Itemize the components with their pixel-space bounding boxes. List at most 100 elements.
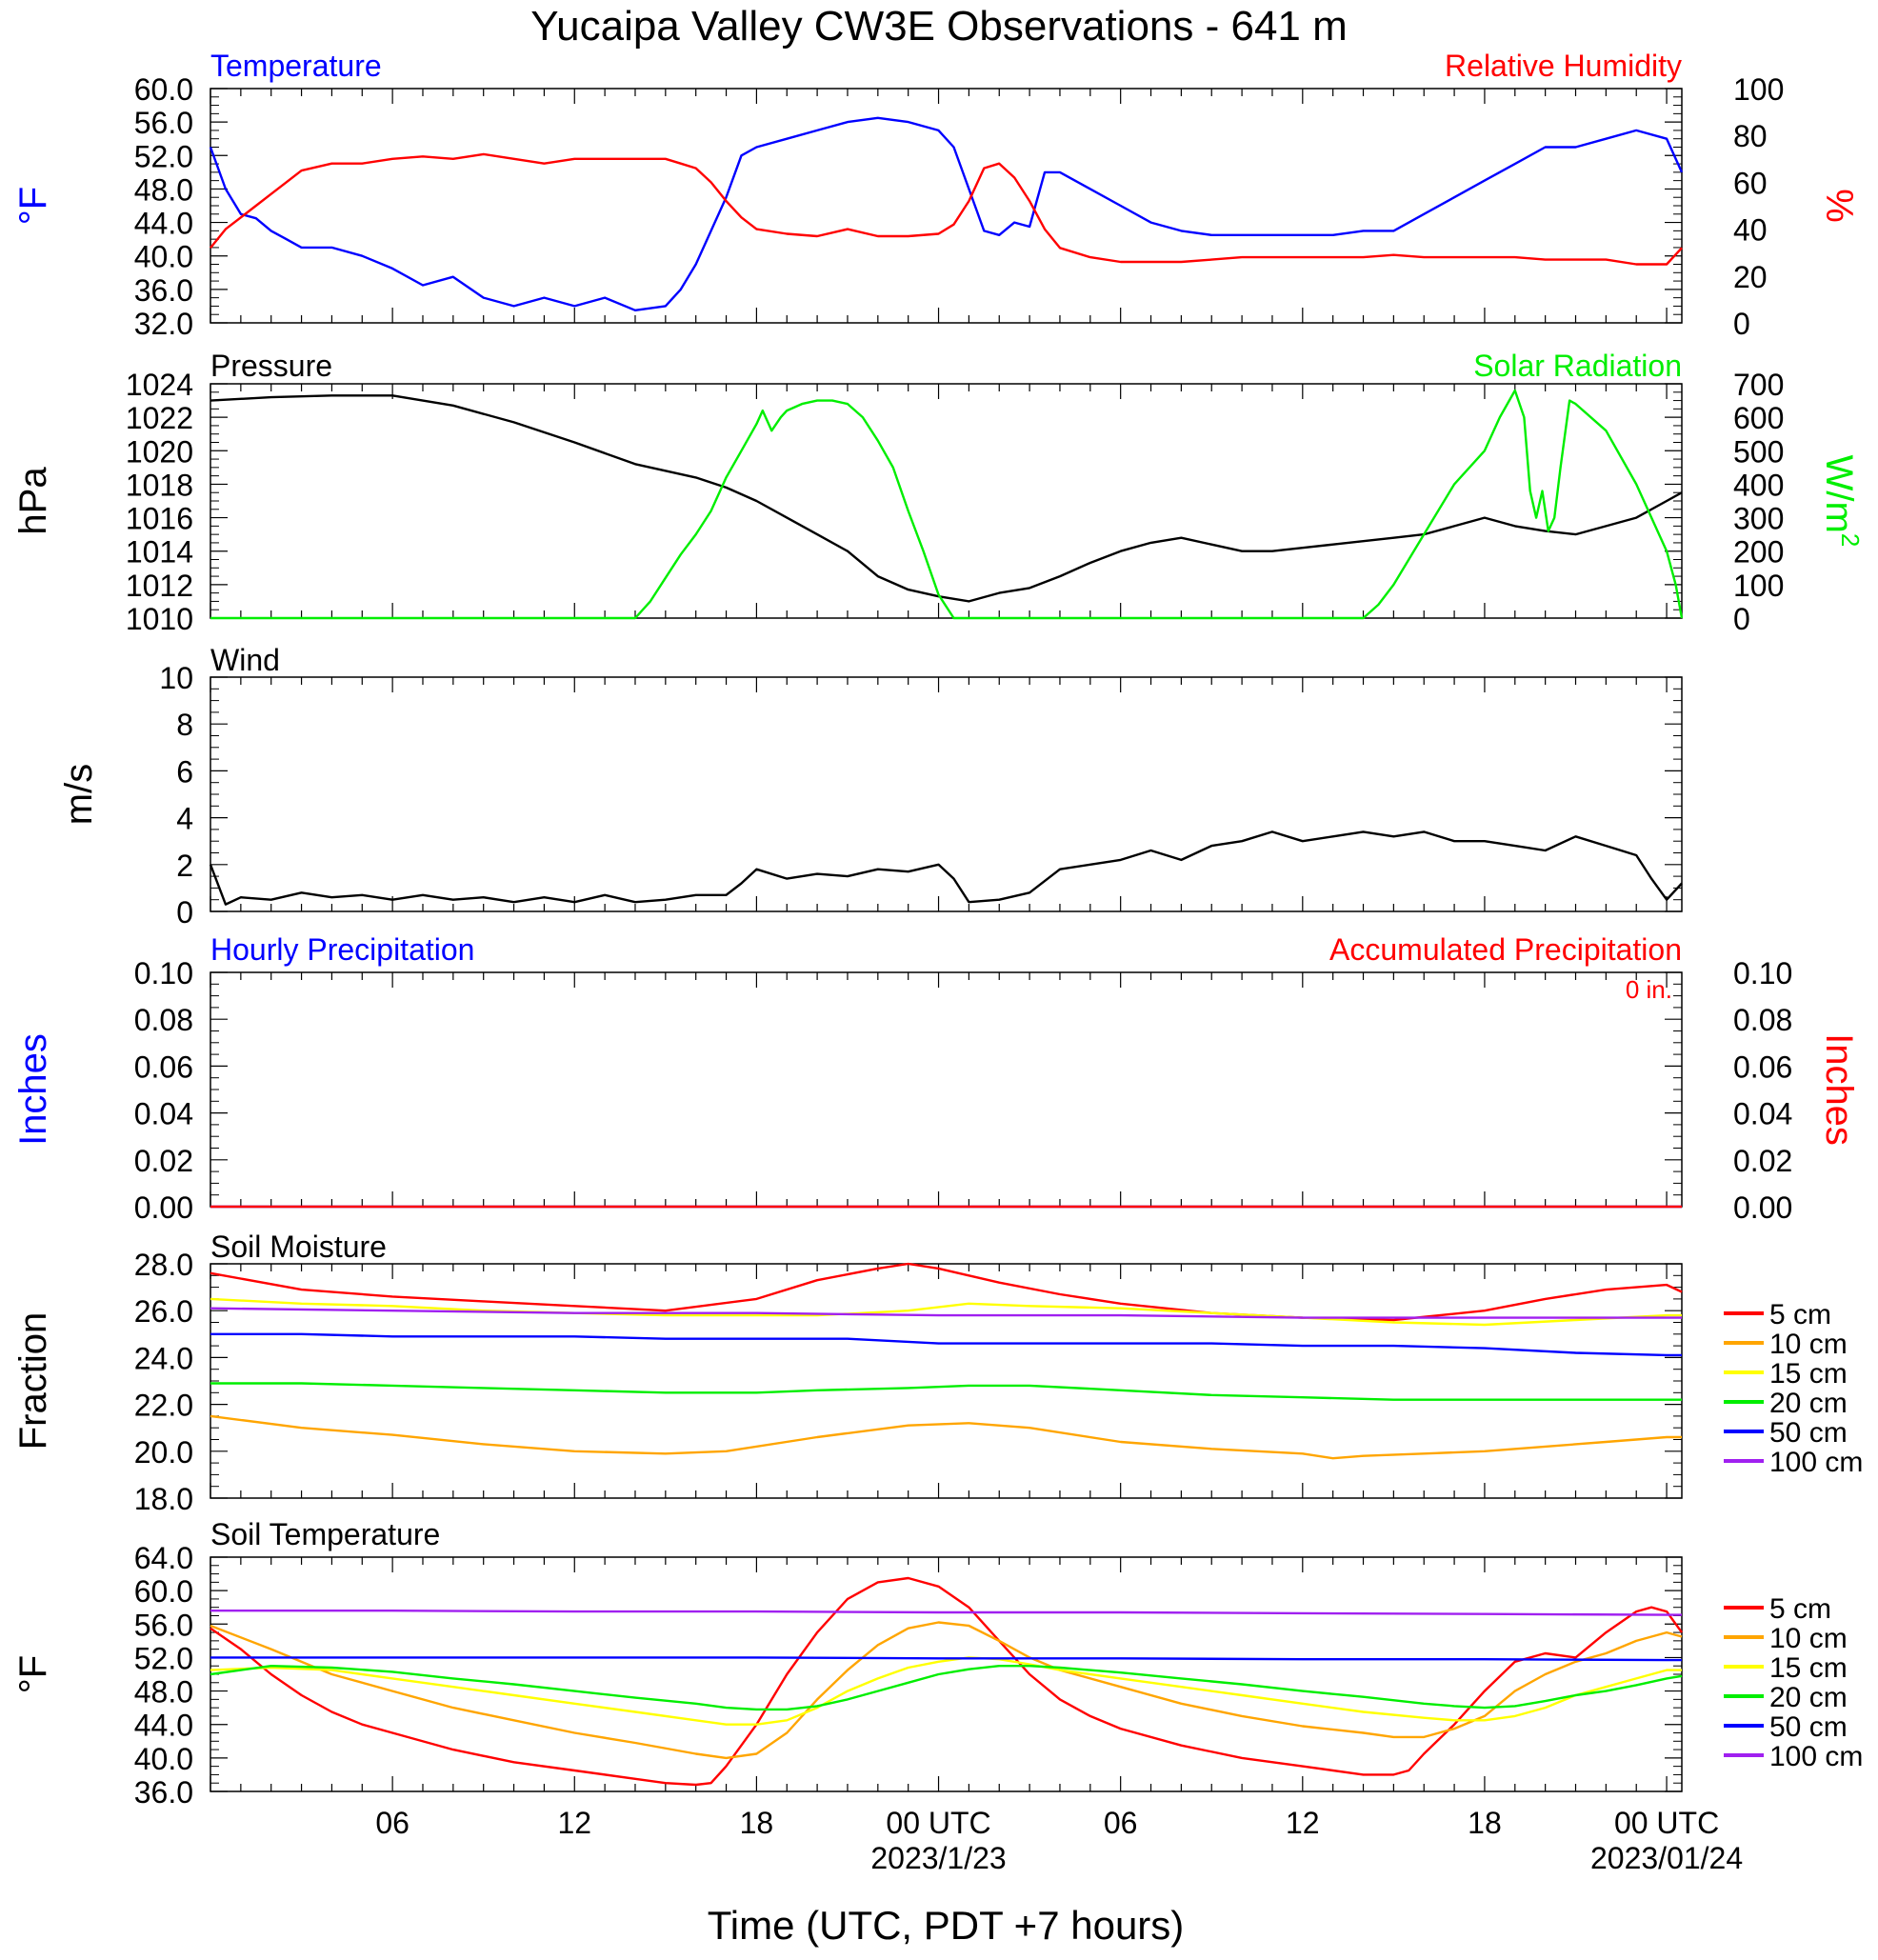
y-tick-label-left: 60.0 — [134, 72, 193, 107]
y-tick-label-left: 1018 — [126, 468, 193, 502]
x-tick-label: 18 — [1468, 1806, 1502, 1840]
y-tick-label-left: 44.0 — [134, 207, 193, 241]
series-line-20-cm — [210, 1382, 1682, 1401]
series-layer — [210, 389, 1684, 620]
legend-label: 20 cm — [1769, 1388, 1848, 1419]
series-line-15-cm — [210, 1297, 1682, 1327]
y-tick-label-right: 0 — [1733, 602, 1750, 636]
panel-soil-moisture: Soil Moisture Fraction 28.026.024.022.02… — [12, 1230, 1863, 1516]
panel-precipitation: Hourly Precipitation Accumulated Precipi… — [12, 932, 1860, 1225]
y-tick-label-right: 0 — [1733, 307, 1750, 341]
y-tick-label-right: 100 — [1733, 569, 1784, 603]
pressure-units: hPa — [12, 467, 54, 535]
humidity-units: % — [1818, 189, 1860, 223]
legend-label: 50 cm — [1769, 1417, 1848, 1449]
y-tick-label-left: 52.0 — [134, 139, 193, 173]
humidity-label: Relative Humidity — [1445, 49, 1682, 83]
y-tick-label-right: 400 — [1733, 468, 1784, 502]
y-tick-label-left: 1020 — [126, 434, 193, 469]
x-tick-label: 18 — [740, 1806, 774, 1840]
y-tick-label-left: 40.0 — [134, 240, 193, 274]
panel-wind: Wind m/s 10 8 6 4 2 0 — [58, 643, 1683, 930]
series-line-wind — [209, 830, 1683, 906]
left-ticks: 28.0 26.0 24.0 22.0 20.0 18.0 — [134, 1248, 1682, 1516]
y-tick-label-left: 44.0 — [134, 1709, 193, 1743]
left-ticks: 60.056.052.048.044.040.036.032.0 — [134, 72, 1682, 341]
y-tick-label-left: 1012 — [126, 569, 193, 603]
series-layer — [210, 1262, 1683, 1460]
y-tick-label-right: 60 — [1733, 166, 1768, 200]
y-tick-label-left: 32.0 — [134, 307, 193, 341]
y-tick-label-left: 10 — [159, 661, 193, 695]
series-line-10-cm — [210, 1414, 1682, 1460]
x-ticks — [210, 677, 1668, 911]
solar-units: W/m2 — [1818, 455, 1865, 548]
legend-label: 100 cm — [1769, 1741, 1863, 1772]
soil-temperature-label: Soil Temperature — [210, 1517, 440, 1551]
x-ticks — [210, 89, 1668, 323]
y-tick-label-left: 40.0 — [134, 1742, 193, 1776]
y-tick-label-left: 48.0 — [134, 1675, 193, 1710]
x-ticks — [210, 384, 1668, 618]
legend-label: 50 cm — [1769, 1711, 1848, 1743]
solar-units-sup: 2 — [1836, 533, 1865, 547]
y-tick-label-left: 1016 — [126, 502, 193, 536]
chart-title: Yucaipa Valley CW3E Observations - 641 m — [530, 3, 1348, 50]
y-tick-label-right: 300 — [1733, 502, 1784, 536]
soil-temperature-units: °F — [12, 1655, 54, 1693]
pressure-label: Pressure — [210, 349, 332, 383]
y-tick-label-left: 36.0 — [134, 273, 193, 308]
series-line-temperature — [209, 116, 1684, 311]
y-tick-label-right: 500 — [1733, 434, 1784, 469]
y-tick-label-left: 0.02 — [134, 1144, 193, 1178]
x-tick-label: 06 — [1104, 1806, 1138, 1840]
panel-temperature-humidity: Temperature Relative Humidity °F % 60.05… — [12, 49, 1860, 341]
y-tick-label-left: 48.0 — [134, 172, 193, 207]
y-tick-label-left: 56.0 — [134, 1608, 193, 1642]
series-line-solar-radiation — [210, 389, 1684, 620]
y-tick-label-right: 40 — [1733, 213, 1768, 248]
y-tick-label-left: 0.10 — [134, 956, 193, 990]
wind-label: Wind — [210, 643, 280, 677]
solar-units-base: W/m — [1818, 455, 1860, 533]
x-tick-label: 12 — [557, 1806, 591, 1840]
x-tick-label: 00 UTC — [886, 1806, 990, 1840]
precip-units-left: Inches — [12, 1033, 54, 1146]
series-line-10-cm — [210, 1621, 1683, 1760]
y-tick-label-left: 1024 — [126, 368, 193, 402]
left-ticks: 10 8 6 4 2 0 — [159, 661, 1682, 930]
left-ticks: 64.060.056.052.048.044.040.036.0 — [134, 1541, 1682, 1810]
y-tick-label-left: 18.0 — [134, 1482, 193, 1516]
y-tick-label-right: 20 — [1733, 260, 1768, 294]
series-line-50-cm — [210, 1332, 1682, 1357]
y-tick-label-right: 0.00 — [1733, 1190, 1792, 1225]
y-tick-label-right: 0.08 — [1733, 1003, 1792, 1037]
y-tick-label-left: 8 — [176, 708, 193, 742]
y-tick-label-left: 4 — [176, 802, 193, 836]
x-tick-date: 2023/01/24 — [1590, 1841, 1743, 1875]
series-layer — [210, 1576, 1683, 1787]
legend-label: 10 cm — [1769, 1623, 1848, 1654]
y-tick-label-left: 6 — [176, 754, 193, 789]
series-line-50-cm — [210, 1656, 1682, 1662]
precip-units-right: Inches — [1818, 1033, 1860, 1146]
y-tick-label-left: 60.0 — [134, 1574, 193, 1609]
solar-label: Solar Radiation — [1473, 349, 1682, 383]
series-layer — [209, 830, 1683, 906]
legend-label: 15 cm — [1769, 1652, 1848, 1684]
y-tick-label-left: 1014 — [126, 535, 193, 570]
x-ticks — [210, 1557, 1668, 1791]
temperature-units: °F — [12, 187, 54, 225]
y-tick-label-right: 0.02 — [1733, 1144, 1792, 1178]
y-tick-label-right: 600 — [1733, 401, 1784, 435]
hourly-precip-label: Hourly Precipitation — [210, 932, 474, 967]
legend-label: 10 cm — [1769, 1329, 1848, 1360]
x-tick-label: 00 UTC — [1614, 1806, 1719, 1840]
legend-label: 100 cm — [1769, 1447, 1863, 1478]
series-layer — [209, 116, 1684, 311]
accum-precip-total: 0 in. — [1626, 975, 1672, 1004]
y-tick-label-left: 64.0 — [134, 1541, 193, 1575]
